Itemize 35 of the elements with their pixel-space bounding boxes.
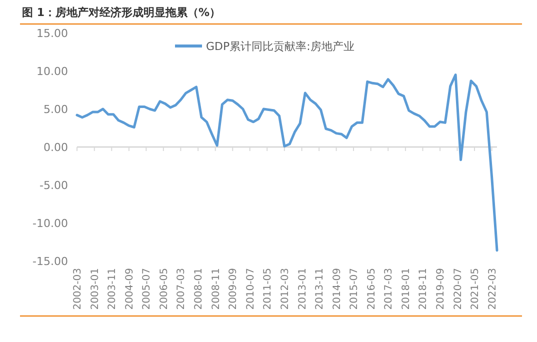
x-tick-label: 2011-05 bbox=[262, 268, 274, 310]
y-tick-label: -15.00 bbox=[32, 254, 68, 268]
y-tick-label: -10.00 bbox=[32, 216, 68, 230]
x-tick-label: 2018-11 bbox=[418, 268, 430, 310]
x-tick-label: 2022-03 bbox=[487, 268, 498, 310]
x-tick-label: 2015-07 bbox=[349, 268, 360, 310]
x-tick-label: 2005-07 bbox=[142, 268, 153, 310]
x-tick-label: 2003-01 bbox=[90, 268, 101, 310]
x-tick-label: 2013-11 bbox=[314, 268, 326, 310]
x-tick-label: 2013-01 bbox=[297, 268, 308, 310]
x-tick-label: 2014-09 bbox=[332, 268, 343, 310]
x-tick-label: 2021-05 bbox=[470, 268, 482, 310]
y-tick-label: 15.00 bbox=[36, 26, 68, 40]
x-tick-label: 2006-05 bbox=[158, 268, 170, 310]
y-tick-label: 10.00 bbox=[36, 64, 68, 78]
y-tick-label: 0.00 bbox=[44, 140, 68, 154]
x-tick-label: 2002-03 bbox=[72, 268, 84, 310]
chart-title: 图 1：房地产对经济形成明显拖累（%） bbox=[22, 6, 221, 19]
x-tick-label: 2016-05 bbox=[366, 268, 378, 310]
x-tick-label: 2017-03 bbox=[384, 268, 395, 310]
x-tick-label: 2010-07 bbox=[245, 268, 256, 310]
x-tick-label: 2008-11 bbox=[210, 268, 222, 310]
x-tick-label: 2003-11 bbox=[107, 268, 118, 310]
x-tick-label: 2009-09 bbox=[228, 268, 240, 310]
y-tick-label: 5.00 bbox=[44, 102, 68, 116]
line-series bbox=[76, 74, 498, 252]
x-tick-label: 2019-09 bbox=[435, 268, 446, 310]
y-tick-label: -5.00 bbox=[40, 178, 68, 192]
x-tick-label: 2012-03 bbox=[280, 268, 291, 310]
x-tick-label: 2004-09 bbox=[124, 268, 136, 310]
x-tick-label: 2007-03 bbox=[176, 268, 188, 310]
legend-label: GDP累计同比贡献率:房地产业 bbox=[206, 40, 354, 53]
x-tick-label: 2020-07 bbox=[452, 268, 464, 310]
x-tick-label: 2008-01 bbox=[194, 268, 205, 310]
x-tick-label: 2018-01 bbox=[400, 268, 412, 310]
